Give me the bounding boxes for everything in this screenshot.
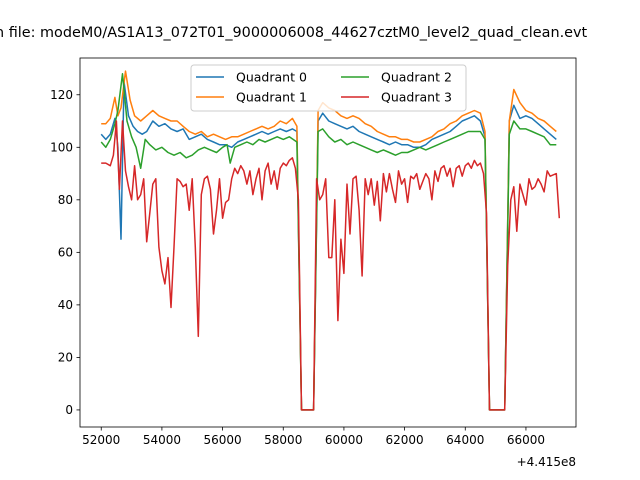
y-tick-label: 20 xyxy=(58,351,73,365)
y-tick-label: 40 xyxy=(58,298,73,312)
legend-label-quadrant-0: Quadrant 0 xyxy=(236,70,307,85)
legend-label-quadrant-2: Quadrant 2 xyxy=(381,70,452,85)
x-tick-label: 52000 xyxy=(82,433,120,447)
legend-box xyxy=(190,64,467,112)
x-tick-label: 54000 xyxy=(143,433,181,447)
axes-frame xyxy=(79,57,577,428)
series-line-quadrant-3 xyxy=(101,120,561,411)
series-layer xyxy=(100,70,561,411)
x-tick-label: 56000 xyxy=(203,433,241,447)
x-tick-label: 64000 xyxy=(446,433,484,447)
y-tick-label: 120 xyxy=(50,88,73,102)
y-tick-label: 100 xyxy=(50,141,73,155)
x-tick-label: 66000 xyxy=(507,433,545,447)
chart-title: n file: modeM0/AS1A13_072T01_9000006008_… xyxy=(0,25,588,41)
y-tick-label: 80 xyxy=(58,193,73,207)
y-tick-label: 60 xyxy=(58,246,73,260)
legend-label-quadrant-1: Quadrant 1 xyxy=(236,90,307,105)
series-line-quadrant-2 xyxy=(100,73,557,411)
x-tick-label: 58000 xyxy=(264,433,302,447)
x-offset-text: +4.415e8 xyxy=(517,455,576,469)
axes-layer: 52000 54000 56000 58000 60000 62000 64000 66000… xyxy=(50,57,577,447)
legend-label-quadrant-3: Quadrant 3 xyxy=(381,90,452,105)
y-tick-label: 0 xyxy=(65,403,73,417)
legend: Quadrant 0 Quadrant 1 Quadrant 2 Quadrant 3 xyxy=(190,64,467,112)
x-tick-label: 60000 xyxy=(325,433,363,447)
x-tick-label: 62000 xyxy=(386,433,424,447)
